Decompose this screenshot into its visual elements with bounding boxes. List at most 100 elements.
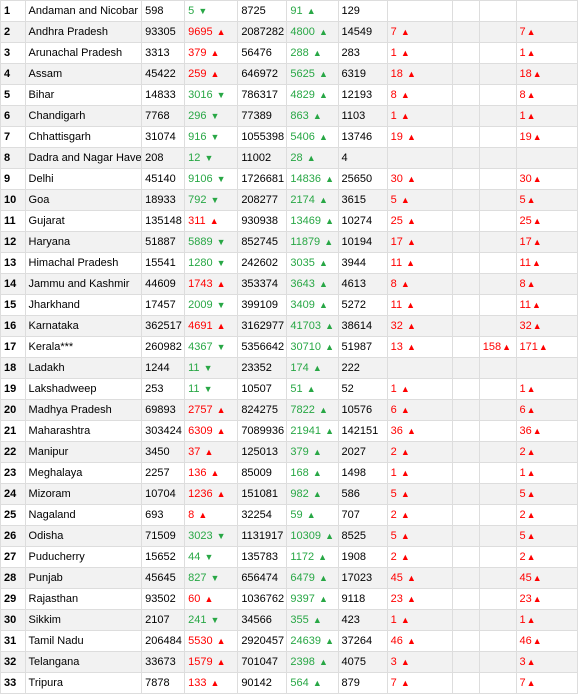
- row-index: 23: [1, 463, 26, 484]
- deaths: 52: [338, 379, 387, 400]
- active-cases: 15541: [142, 253, 185, 274]
- deaths: 6319: [338, 64, 387, 85]
- deaths-change: 7 ▲: [387, 673, 452, 694]
- blank-col: [453, 505, 480, 526]
- arrow-up-icon: ▲: [313, 111, 322, 121]
- active-cases: 303424: [142, 421, 185, 442]
- cured-change: 59 ▲: [287, 505, 338, 526]
- arrow-up-icon: ▲: [527, 468, 536, 478]
- arrow-up-icon: ▲: [406, 300, 415, 310]
- arrow-up-icon: ▲: [313, 363, 322, 373]
- table-row: 25Nagaland6938 ▲3225459 ▲7072 ▲2▲: [1, 505, 578, 526]
- cured: 852745: [238, 232, 287, 253]
- recon-col: [479, 589, 516, 610]
- cured-change: 5625 ▲: [287, 64, 338, 85]
- arrow-up-icon: ▲: [527, 48, 536, 58]
- arrow-up-icon: ▲: [319, 27, 328, 37]
- total-change: 30▲: [516, 169, 577, 190]
- state-name: Andaman and Nicobar Islands: [25, 1, 142, 22]
- active-cases: 206484: [142, 631, 185, 652]
- arrow-up-icon: ▲: [527, 615, 536, 625]
- active-change: 8 ▲: [185, 505, 238, 526]
- cured-change: 41703 ▲: [287, 316, 338, 337]
- active-change: 1579 ▲: [185, 652, 238, 673]
- deaths: 17023: [338, 568, 387, 589]
- total-change: 3▲: [516, 652, 577, 673]
- cured: 34566: [238, 610, 287, 631]
- active-change: 259 ▲: [185, 64, 238, 85]
- arrow-up-icon: ▲: [401, 90, 410, 100]
- cured-change: 7822 ▲: [287, 400, 338, 421]
- arrow-up-icon: ▲: [533, 237, 542, 247]
- arrow-up-icon: ▲: [217, 279, 226, 289]
- deaths: 879: [338, 673, 387, 694]
- active-change: 3016 ▼: [185, 85, 238, 106]
- state-name: Jharkhand: [25, 295, 142, 316]
- arrow-up-icon: ▲: [527, 195, 536, 205]
- arrow-up-icon: ▲: [533, 426, 542, 436]
- table-row: 19Lakshadweep25311 ▼1050751 ▲521 ▲1▲: [1, 379, 578, 400]
- recon-col: [479, 1, 516, 22]
- active-change: 133 ▲: [185, 673, 238, 694]
- cured-change: 13469 ▲: [287, 211, 338, 232]
- active-cases: 31074: [142, 127, 185, 148]
- cured: 56476: [238, 43, 287, 64]
- row-index: 2: [1, 22, 26, 43]
- state-name: Nagaland: [25, 505, 142, 526]
- table-row: 10Goa18933792 ▼2082772174 ▲36155 ▲5▲: [1, 190, 578, 211]
- arrow-down-icon: ▼: [211, 615, 220, 625]
- blank-col: [453, 421, 480, 442]
- cured: 32254: [238, 505, 287, 526]
- state-name: Puducherry: [25, 547, 142, 568]
- table-row: 20Madhya Pradesh698932757 ▲8242757822 ▲1…: [1, 400, 578, 421]
- row-index: 20: [1, 400, 26, 421]
- arrow-up-icon: ▲: [318, 552, 327, 562]
- arrow-up-icon: ▲: [217, 27, 226, 37]
- deaths-change: [387, 358, 452, 379]
- arrow-up-icon: ▲: [407, 216, 416, 226]
- recon-col: [479, 652, 516, 673]
- deaths: 38614: [338, 316, 387, 337]
- arrow-up-icon: ▲: [407, 132, 416, 142]
- active-change: 4367 ▼: [185, 337, 238, 358]
- cured: 11002: [238, 148, 287, 169]
- deaths-change: 7 ▲: [387, 22, 452, 43]
- table-row: 27Puducherry1565244 ▼1357831172 ▲19082 ▲…: [1, 547, 578, 568]
- active-change: 136 ▲: [185, 463, 238, 484]
- active-change: 379 ▲: [185, 43, 238, 64]
- arrow-up-icon: ▲: [324, 237, 333, 247]
- deaths: 283: [338, 43, 387, 64]
- cured: 77389: [238, 106, 287, 127]
- blank-col: [453, 43, 480, 64]
- arrow-up-icon: ▲: [532, 300, 541, 310]
- arrow-up-icon: ▲: [401, 552, 410, 562]
- blank-col: [453, 127, 480, 148]
- state-name: Telangana: [25, 652, 142, 673]
- cured: 151081: [238, 484, 287, 505]
- deaths-change: 2 ▲: [387, 505, 452, 526]
- table-row: 6Chandigarh7768296 ▼77389863 ▲11031 ▲1▲: [1, 106, 578, 127]
- active-cases: 598: [142, 1, 185, 22]
- state-name: Goa: [25, 190, 142, 211]
- blank-col: [453, 274, 480, 295]
- active-change: 2757 ▲: [185, 400, 238, 421]
- arrow-up-icon: ▲: [401, 405, 410, 415]
- recon-col: [479, 400, 516, 421]
- recon-col: [479, 463, 516, 484]
- arrow-up-icon: ▲: [401, 615, 410, 625]
- arrow-up-icon: ▲: [527, 279, 536, 289]
- recon-col: [479, 547, 516, 568]
- total-change: 17▲: [516, 232, 577, 253]
- table-row: 11Gujarat135148311 ▲93093813469 ▲1027425…: [1, 211, 578, 232]
- row-index: 30: [1, 610, 26, 631]
- recon-col: [479, 295, 516, 316]
- arrow-up-icon: ▲: [204, 447, 213, 457]
- active-change: 311 ▲: [185, 211, 238, 232]
- blank-col: [453, 295, 480, 316]
- arrow-up-icon: ▲: [401, 447, 410, 457]
- active-cases: 69893: [142, 400, 185, 421]
- cured-change: 2174 ▲: [287, 190, 338, 211]
- cured-change: 4800 ▲: [287, 22, 338, 43]
- cured: 7089936: [238, 421, 287, 442]
- total-change: [516, 1, 577, 22]
